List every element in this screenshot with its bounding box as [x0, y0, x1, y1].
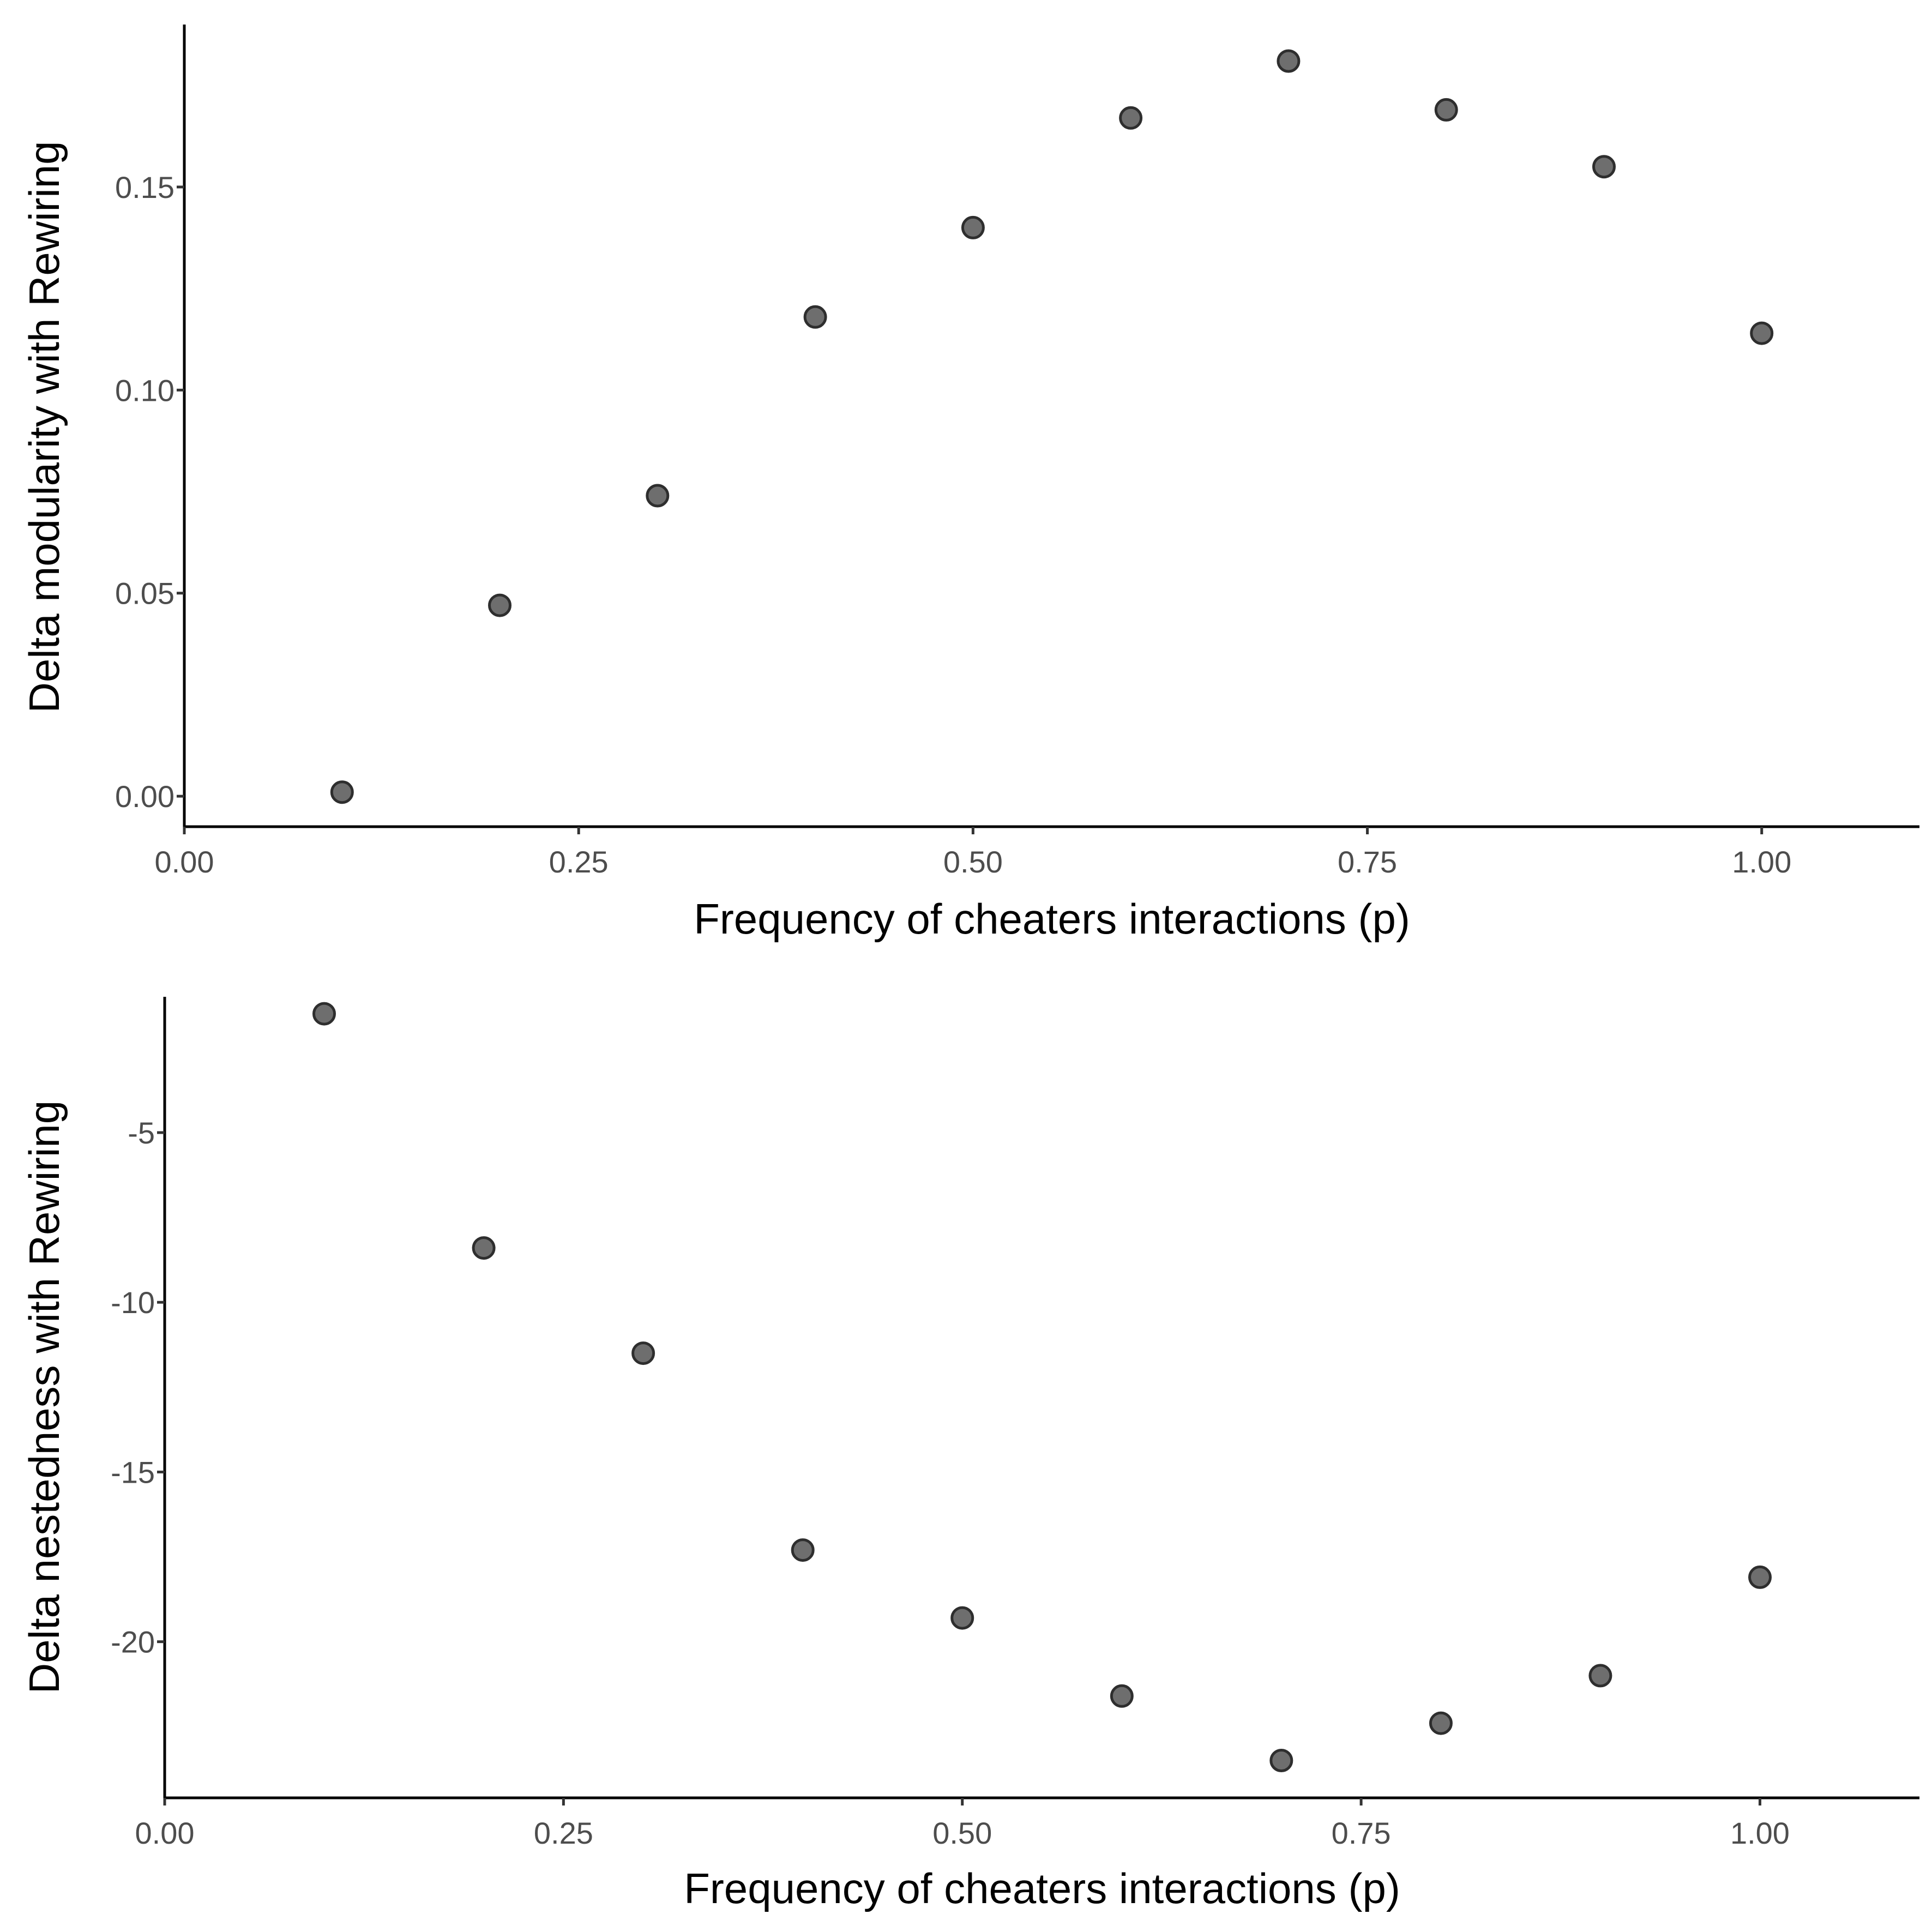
y-tick-label: 0.00	[115, 779, 174, 814]
x-tick-label: 0.00	[155, 845, 214, 879]
panel-modularity: 0.00 0.05 0.10 0.15 0.00 0.25 0.50 0.75 1.00 Fr…	[20, 25, 1919, 943]
x-tick-label: 0.25	[534, 1816, 593, 1850]
x-axis-title: Frequency of cheaters interactions (p)	[694, 895, 1410, 943]
x-tick-label: 0.50	[932, 1816, 992, 1850]
data-point	[803, 305, 827, 329]
data-point	[1434, 98, 1458, 122]
data-point	[312, 1002, 336, 1026]
data-point	[631, 1341, 655, 1365]
y-tick-label: 0.10	[115, 373, 174, 407]
y-tick-label: -15	[111, 1455, 155, 1489]
y-ticks: 0.00 0.05 0.10 0.15	[115, 170, 184, 814]
x-tick-label: 0.50	[943, 845, 1003, 879]
data-point	[1277, 49, 1301, 73]
scatter-points	[312, 1002, 1772, 1772]
x-tick-label: 0.75	[1338, 845, 1397, 879]
x-axis-title: Frequency of cheaters interactions (p)	[684, 1864, 1400, 1912]
data-point	[646, 484, 670, 508]
y-tick-label: -10	[111, 1285, 155, 1320]
y-ticks: -5 -10 -15 -20	[111, 1116, 165, 1659]
x-tick-label: 1.00	[1732, 845, 1791, 879]
data-point	[1110, 1684, 1134, 1708]
x-ticks: 0.00 0.25 0.50 0.75 1.00	[135, 1798, 1790, 1850]
scatter-points	[330, 49, 1774, 804]
data-point	[950, 1606, 974, 1630]
y-tick-label: 0.15	[115, 170, 174, 204]
data-point	[472, 1236, 496, 1260]
y-tick-label: -5	[128, 1116, 155, 1150]
x-tick-label: 0.75	[1332, 1816, 1391, 1850]
data-point	[1119, 106, 1143, 130]
x-tick-label: 1.00	[1730, 1816, 1790, 1850]
data-point	[330, 780, 354, 804]
data-point	[1592, 155, 1616, 179]
y-tick-label: -20	[111, 1625, 155, 1659]
data-point	[1429, 1711, 1453, 1735]
data-point	[791, 1538, 815, 1562]
data-point	[1588, 1664, 1612, 1688]
data-point	[488, 593, 511, 617]
data-point	[961, 215, 985, 239]
y-axis-title: Delta nestedness with Rewiring	[20, 1100, 68, 1694]
data-point	[1269, 1749, 1293, 1772]
x-tick-label: 0.25	[549, 845, 609, 879]
panel-nestedness: -5 -10 -15 -20 0.00 0.25 0.50 0.75 1.00 Frequen…	[20, 997, 1919, 1912]
x-ticks: 0.00 0.25 0.50 0.75 1.00	[155, 827, 1791, 879]
y-axis-title: Delta modularity with Rewiring	[20, 141, 68, 713]
x-tick-label: 0.00	[135, 1816, 195, 1850]
data-point	[1750, 321, 1774, 345]
y-tick-label: 0.05	[115, 576, 174, 611]
data-point	[1748, 1565, 1772, 1589]
